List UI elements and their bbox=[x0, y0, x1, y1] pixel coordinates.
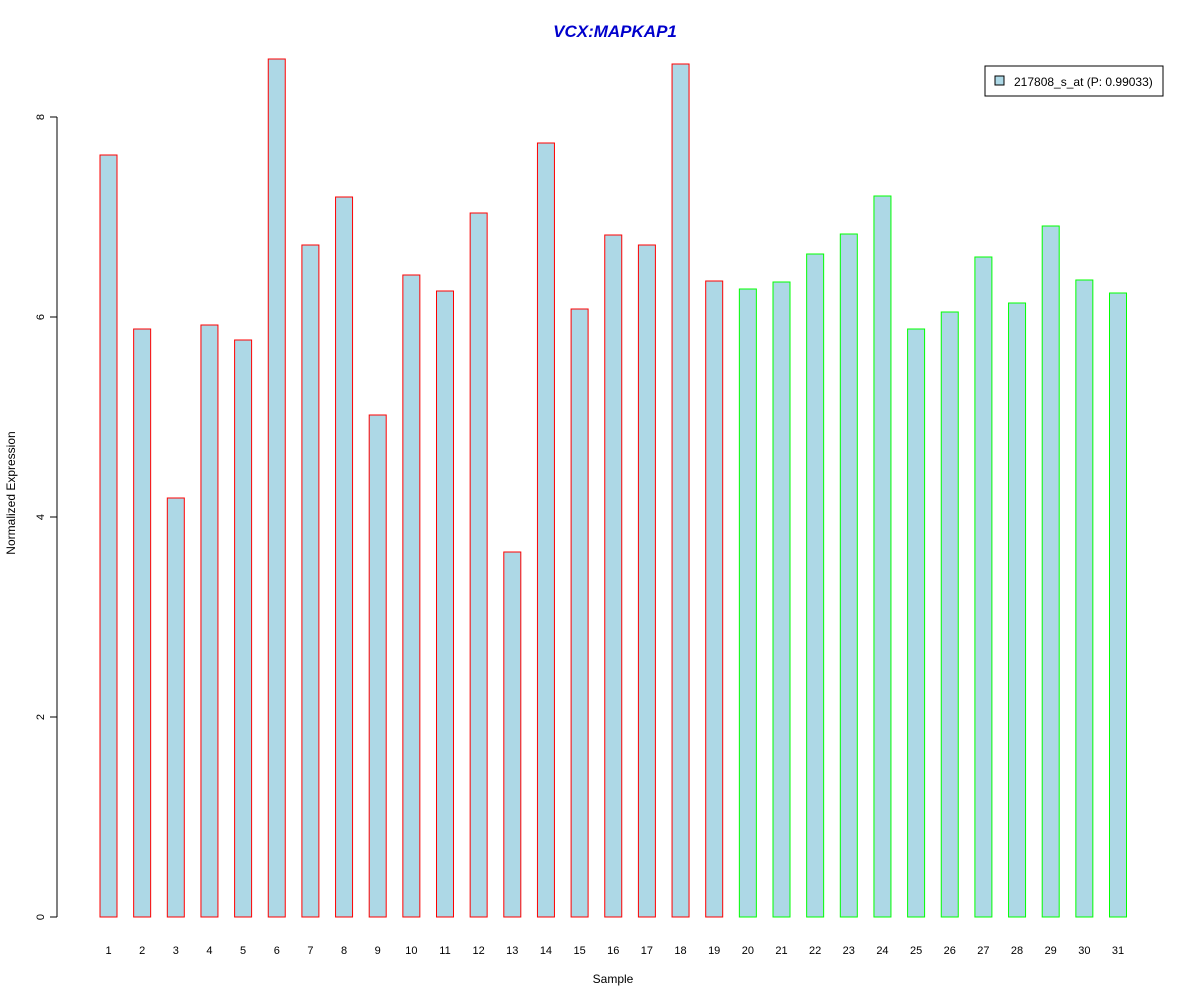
x-tick-label: 17 bbox=[641, 945, 653, 957]
x-tick-label: 21 bbox=[775, 945, 787, 957]
x-tick-label: 22 bbox=[809, 945, 821, 957]
x-tick-label: 6 bbox=[274, 945, 280, 957]
y-tick-label: 6 bbox=[35, 314, 47, 320]
x-tick-label: 27 bbox=[977, 945, 989, 957]
x-tick-label: 28 bbox=[1011, 945, 1023, 957]
bar bbox=[604, 234, 623, 918]
x-tick-label: 11 bbox=[439, 945, 450, 957]
x-tick-label: 15 bbox=[573, 945, 585, 957]
bar bbox=[133, 328, 152, 918]
x-tick-label: 25 bbox=[910, 945, 922, 957]
bar bbox=[873, 195, 892, 918]
bar bbox=[200, 324, 219, 918]
bar bbox=[469, 212, 488, 918]
bar bbox=[1041, 225, 1060, 918]
x-tick-label: 30 bbox=[1078, 945, 1090, 957]
bar bbox=[436, 290, 454, 918]
bar bbox=[940, 311, 959, 918]
x-tick-label: 26 bbox=[944, 945, 956, 957]
legend-label: 217808_s_at (P: 0.99033) bbox=[1014, 75, 1153, 89]
bar bbox=[907, 328, 926, 918]
x-tick-label: 7 bbox=[307, 945, 313, 957]
x-tick-label: 3 bbox=[173, 945, 179, 957]
bar bbox=[536, 142, 555, 918]
x-tick-label: 12 bbox=[473, 945, 485, 957]
x-tick-label: 14 bbox=[540, 945, 552, 957]
bar bbox=[166, 497, 185, 918]
bar bbox=[402, 274, 421, 918]
x-tick-label: 16 bbox=[607, 945, 619, 957]
x-tick-label: 9 bbox=[375, 945, 381, 957]
bar bbox=[839, 233, 858, 918]
bar bbox=[1075, 279, 1094, 918]
x-tick-label: 4 bbox=[206, 945, 212, 957]
bar bbox=[335, 196, 354, 918]
y-tick-label: 8 bbox=[35, 114, 47, 120]
y-tick-label: 2 bbox=[35, 714, 47, 720]
bar bbox=[234, 339, 253, 918]
bar bbox=[705, 280, 724, 918]
bar bbox=[637, 244, 656, 918]
legend-swatch bbox=[994, 75, 1005, 86]
bar bbox=[570, 308, 589, 918]
bar bbox=[1008, 302, 1027, 918]
x-tick-label: 8 bbox=[341, 945, 347, 957]
bars bbox=[99, 58, 1127, 918]
x-tick-label: 13 bbox=[506, 945, 518, 957]
x-tick-label: 1 bbox=[105, 945, 111, 957]
legend-box bbox=[984, 65, 1164, 97]
x-axis-label: Sample bbox=[593, 972, 634, 986]
bar bbox=[671, 63, 690, 918]
x-tick-label: 10 bbox=[405, 945, 417, 957]
x-tick-label: 19 bbox=[708, 945, 720, 957]
x-tick-label: 18 bbox=[674, 945, 686, 957]
x-tick-label: 31 bbox=[1112, 945, 1124, 957]
x-tick-label: 2 bbox=[139, 945, 145, 957]
chart-title: VCX:MAPKAP1 bbox=[553, 22, 677, 41]
x-tick-label: 20 bbox=[742, 945, 754, 957]
x-tick-label: 23 bbox=[843, 945, 855, 957]
bar bbox=[738, 288, 757, 918]
bar bbox=[368, 414, 387, 918]
x-tick-label: 24 bbox=[876, 945, 888, 957]
x-axis-tick-labels: 1 2 3 4 5 6 7 8 9 10 11 12 13 14 15 16 17 18 19 20 21 22 23 24 2… bbox=[105, 945, 1124, 957]
bar bbox=[99, 154, 118, 918]
y-axis-label: Normalized Expression bbox=[4, 431, 18, 554]
y-tick-label: 0 bbox=[35, 914, 47, 920]
y-tick-label: 4 bbox=[35, 514, 47, 520]
bar bbox=[772, 281, 791, 918]
bar bbox=[1109, 292, 1127, 918]
bar bbox=[503, 551, 522, 918]
bar bbox=[974, 256, 993, 918]
x-tick-label: 29 bbox=[1045, 945, 1057, 957]
bar bbox=[301, 244, 320, 918]
x-tick-label: 5 bbox=[240, 945, 246, 957]
bar bbox=[806, 253, 825, 918]
bar bbox=[267, 58, 286, 918]
legend: 217808_s_at (P: 0.99033) bbox=[984, 65, 1164, 97]
y-axis: 0 2 4 6 8 bbox=[35, 114, 58, 920]
